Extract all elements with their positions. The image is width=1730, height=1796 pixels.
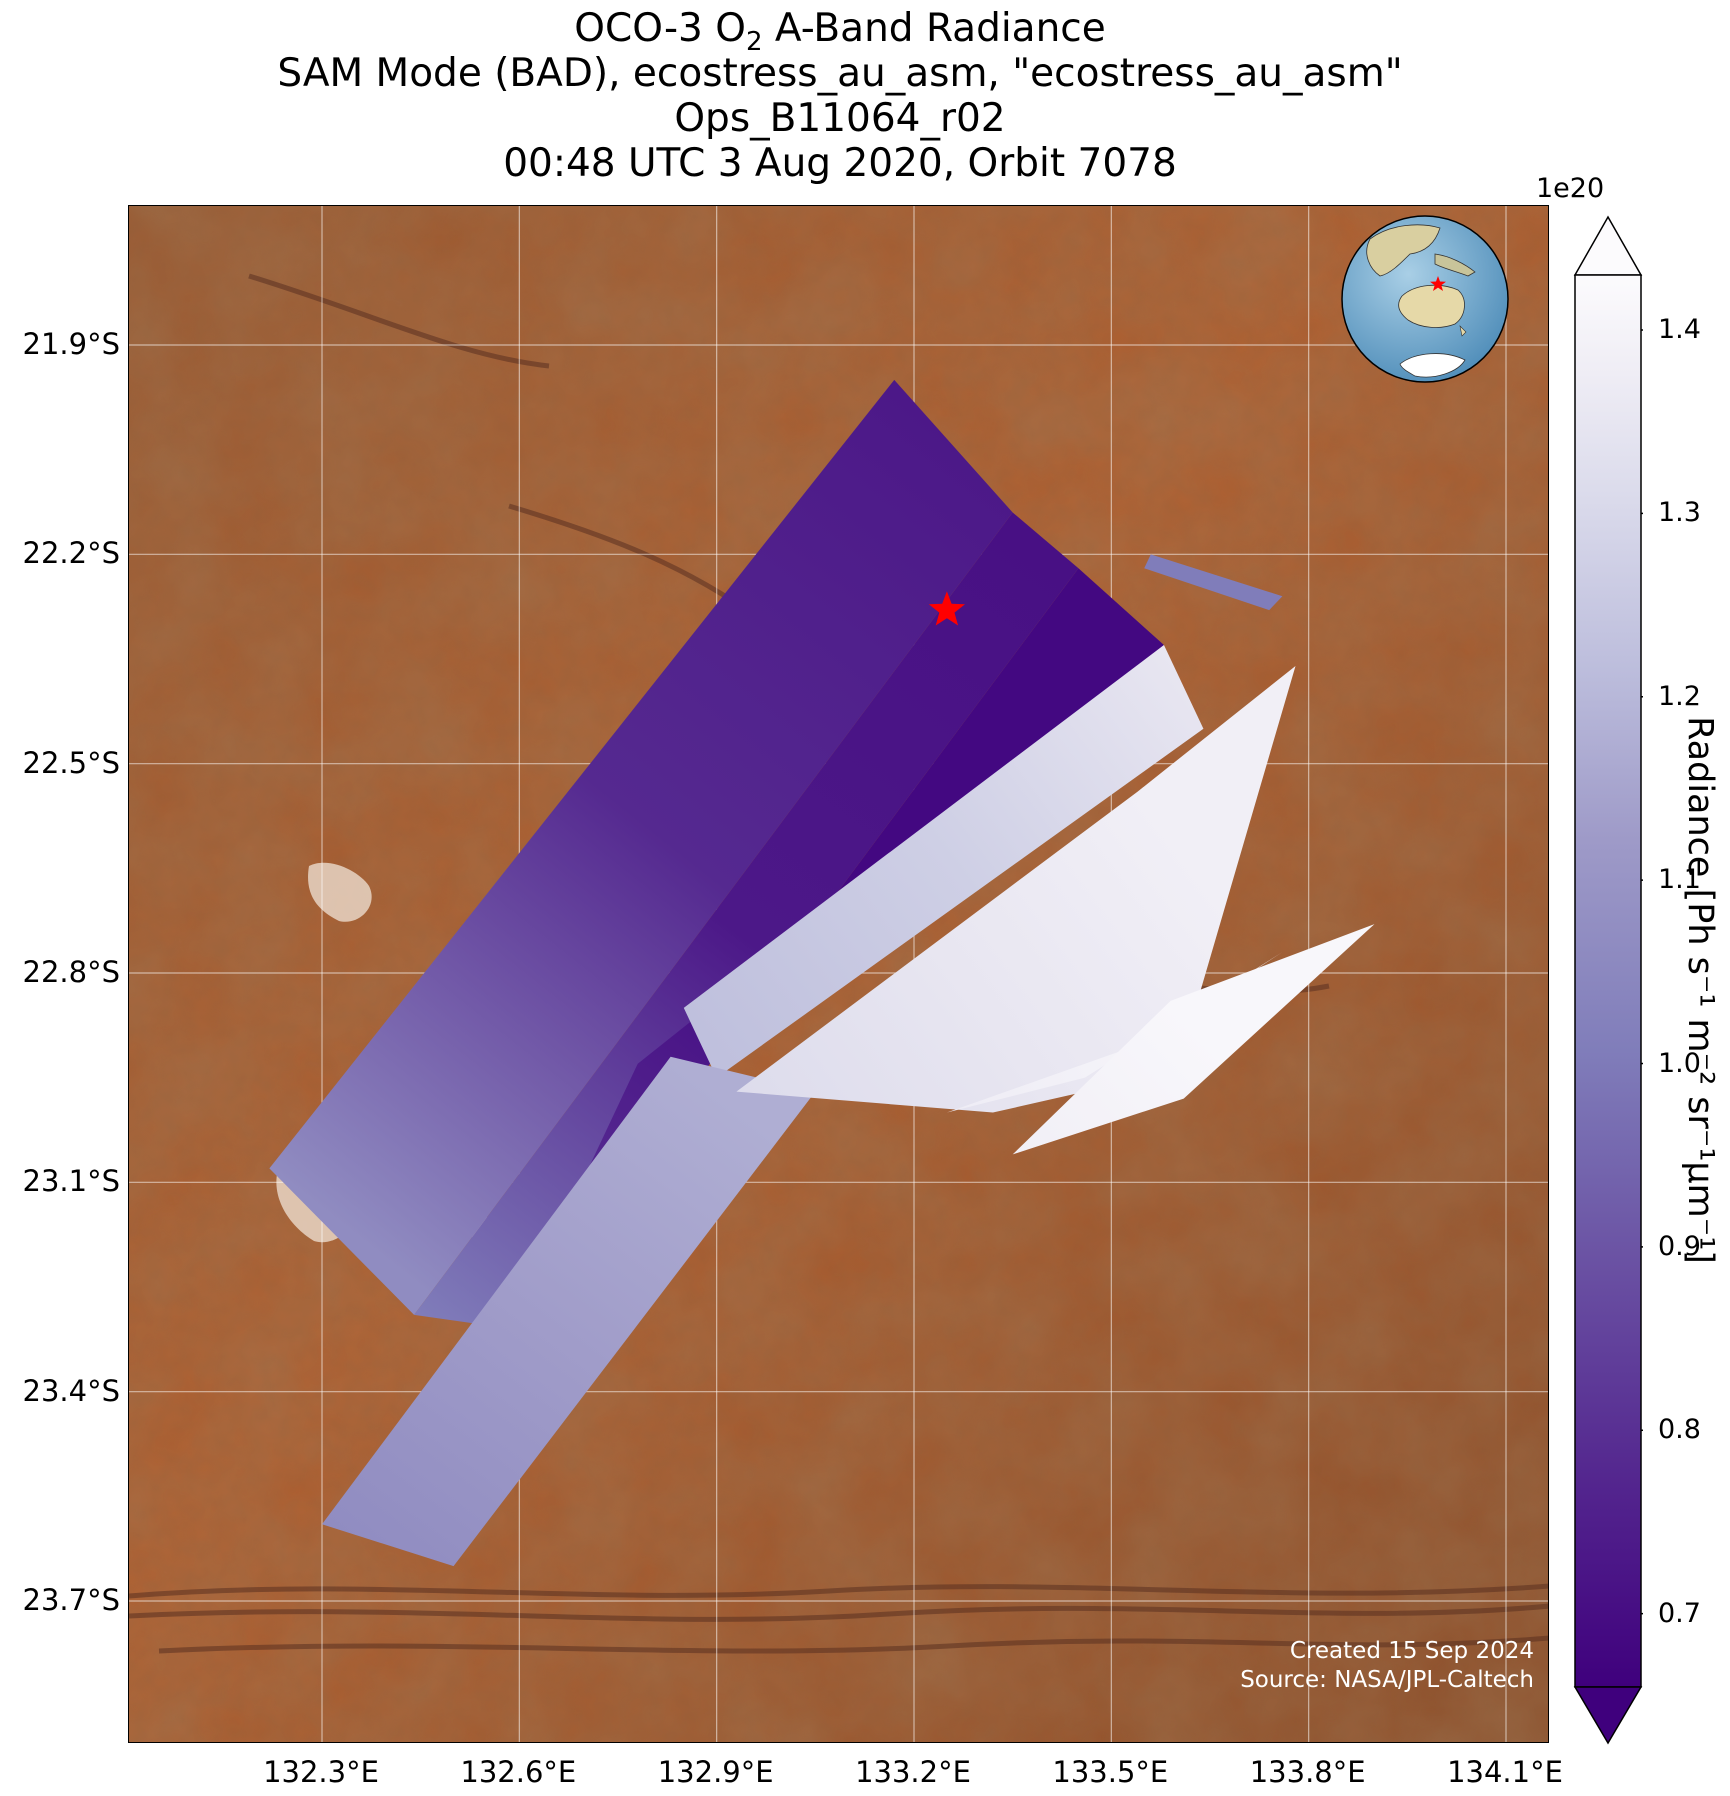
title-line-2: SAM Mode (BAD), ecostress_au_asm, "ecost… <box>277 51 1403 96</box>
radiance-swaths <box>269 379 1375 1567</box>
latitude-tick-label: 23.1°S <box>22 1164 120 1199</box>
radiance-swath <box>736 665 1296 1113</box>
map-canvas <box>129 206 1548 1742</box>
source-attribution: Source: NASA/JPL-Caltech <box>1240 1667 1534 1693</box>
globe-icon <box>1341 215 1509 383</box>
figure-title: OCO-3 O2 A-Band Radiance SAM Mode (BAD),… <box>130 6 1550 186</box>
star-icon <box>928 591 965 626</box>
latitude-tick-label: 22.5°S <box>22 745 120 780</box>
latitude-tick-label: 23.7°S <box>22 1583 120 1617</box>
longitude-tick-label: 134.1°E <box>1447 1755 1563 1789</box>
colorbar-min-extend <box>1573 1686 1643 1745</box>
longitude-tick-label: 133.5°E <box>1052 1755 1169 1789</box>
latitude-tick-label: 23.4°S <box>22 1373 120 1408</box>
colorbar-exponent: 1e20 <box>1536 173 1605 204</box>
longitude-tick-label: 133.8°E <box>1249 1755 1366 1789</box>
colorbar-gradient <box>1574 274 1642 1688</box>
colorbar-max-extend <box>1573 215 1643 276</box>
colorbar-tick-label: 1.4 <box>1658 314 1701 345</box>
colorbar-tick-marks <box>1641 329 1643 1615</box>
credits-text: Created 15 Sep 2024 Source: NASA/JPL-Cal… <box>1240 1637 1534 1695</box>
radiance-swath <box>1012 924 1375 1155</box>
colorbar-tick-label: 1.2 <box>1658 680 1701 712</box>
globe-marker <box>1430 276 1446 291</box>
radiance-swath <box>322 1056 816 1567</box>
colorbar-tick-label: 0.8 <box>1658 1414 1701 1446</box>
radiance-swath <box>269 379 1013 1315</box>
latitude-tick-label: 22.2°S <box>22 536 120 571</box>
title-line-1: OCO-3 O2 A-Band Radiance <box>574 6 1106 57</box>
colorbar-label-text: Radiance [Ph s⁻¹ m⁻² sr⁻¹μm⁻¹] <box>1680 716 1720 1264</box>
title-line-4: 00:48 UTC 3 Aug 2020, Orbit 7078 <box>503 141 1177 186</box>
longitude-tick-label: 132.3°E <box>263 1755 379 1789</box>
map-panel[interactable] <box>128 205 1549 1743</box>
colorbar-tick-label: 1.1 <box>1658 864 1701 896</box>
radiance-swath <box>1144 554 1283 611</box>
created-date: Created 15 Sep 2024 <box>1289 1638 1534 1664</box>
radiance-swath <box>683 645 1204 1078</box>
longitude-tick-label: 133.2°E <box>855 1755 971 1789</box>
colorbar-tick-label: 1.0 <box>1658 1047 1701 1079</box>
latitude-tick-label: 22.8°S <box>22 955 120 989</box>
title-line-3: Ops_B11064_r02 <box>674 96 1006 141</box>
colorbar <box>1573 215 1643 1745</box>
colorbar-tick-label: 0.7 <box>1658 1597 1701 1629</box>
latitude-tick-label: 21.9°S <box>22 327 120 361</box>
longitude-tick-label: 132.9°E <box>657 1755 774 1789</box>
colorbar-tick-label: 0.9 <box>1658 1230 1701 1262</box>
radiance-swath <box>414 512 1079 1329</box>
colorbar-tick-label: 1.3 <box>1658 497 1701 529</box>
longitude-tick-label: 132.6°E <box>460 1755 577 1789</box>
radiance-swath <box>512 568 1164 1329</box>
